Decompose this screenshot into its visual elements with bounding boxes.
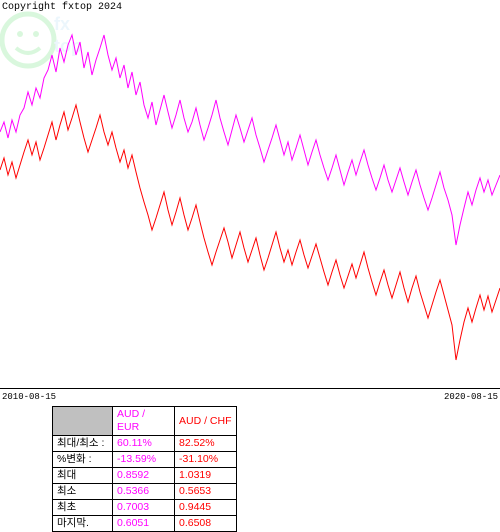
table-row: 최소0.53660.5653 <box>53 484 237 500</box>
table-cell: 0.5653 <box>175 484 237 500</box>
x-axis-end-label: 2020-08-15 <box>444 392 498 402</box>
stats-table: AUD / EURAUD / CHF최대/최소 :60.11%82.52%%변화… <box>52 406 237 532</box>
table-cell: 0.5366 <box>113 484 175 500</box>
table-cell: 82.52% <box>175 436 237 452</box>
table-row-label: 최소 <box>53 484 113 500</box>
table-row-label: 최대/최소 : <box>53 436 113 452</box>
table-row-label: 최초 <box>53 500 113 516</box>
table-row: 최초0.70030.9445 <box>53 500 237 516</box>
table-header-blank <box>53 407 113 436</box>
table-cell: 0.7003 <box>113 500 175 516</box>
chart-baseline <box>0 388 500 389</box>
table-cell: 0.6508 <box>175 516 237 532</box>
copyright-text: Copyright fxtop 2024 <box>2 2 122 13</box>
table-cell: 0.9445 <box>175 500 237 516</box>
table-series-header: AUD / EUR <box>113 407 175 436</box>
table-row-label: 최대 <box>53 468 113 484</box>
table-cell: 0.8592 <box>113 468 175 484</box>
table-row: %변화 :-13.59%-31.10% <box>53 452 237 468</box>
table-cell: 0.6051 <box>113 516 175 532</box>
table-header-row: AUD / EURAUD / CHF <box>53 407 237 436</box>
line-chart <box>0 0 500 395</box>
chart-series-line <box>0 35 500 245</box>
table-series-header: AUD / CHF <box>175 407 237 436</box>
table-cell: 60.11% <box>113 436 175 452</box>
table-row-label: 마지막. <box>53 516 113 532</box>
table-row: 최대0.85921.0319 <box>53 468 237 484</box>
x-axis-start-label: 2010-08-15 <box>2 392 56 402</box>
table-cell: -13.59% <box>113 452 175 468</box>
table-row-label: %변화 : <box>53 452 113 468</box>
table-cell: -31.10% <box>175 452 237 468</box>
table-row: 마지막.0.60510.6508 <box>53 516 237 532</box>
chart-series-line <box>0 105 500 360</box>
table-row: 최대/최소 :60.11%82.52% <box>53 436 237 452</box>
table-cell: 1.0319 <box>175 468 237 484</box>
